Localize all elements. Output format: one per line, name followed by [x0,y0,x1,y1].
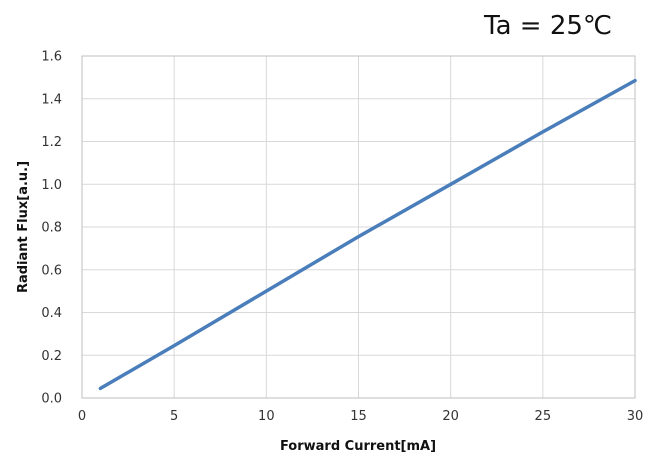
y-tick-label: 0.4 [41,306,62,321]
y-tick-label: 1.2 [41,135,62,150]
plot-frame [81,55,636,399]
x-tick-label: 5 [170,409,178,424]
x-tick-label: 10 [258,409,275,424]
y-tick-label: 1.4 [41,92,62,107]
temperature-annotation: Ta = 25℃ [483,11,612,41]
y-tick-label: 0.0 [41,392,62,407]
x-axis-title: Forward Current[mA] [280,439,436,454]
radiant-flux-series-line [98,78,637,391]
x-tick-label: 20 [442,409,459,424]
x-tick-label: 0 [78,409,86,424]
series-layer [98,78,637,391]
x-tick-label: 30 [627,409,644,424]
y-axis-title: Radiant Flux[a.u.] [16,161,31,293]
x-tick-label: 15 [350,409,367,424]
y-tick-label: 0.2 [41,349,62,364]
x-tick-label: 25 [535,409,552,424]
y-tick-label: 0.8 [41,221,62,236]
y-tick-label: 1.6 [41,50,62,65]
y-tick-label: 0.6 [41,263,62,278]
x-axis: 0 5 10 15 20 25 30 [78,409,643,424]
grid [81,55,636,399]
y-axis: 0.0 0.2 0.4 0.6 0.8 1.0 1.2 1.4 1.6 [41,50,62,407]
y-tick-label: 1.0 [41,178,62,193]
